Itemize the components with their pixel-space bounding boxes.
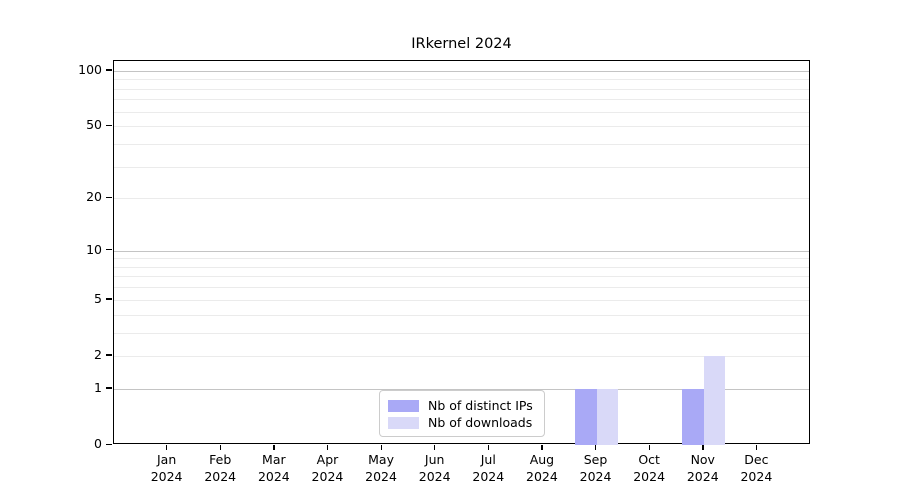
y-tick-label: 50 xyxy=(86,117,102,133)
x-tick-label: Oct 2024 xyxy=(609,452,689,485)
y-tick-label: 100 xyxy=(78,61,102,77)
gridline-minor xyxy=(114,99,809,101)
gridline-minor xyxy=(114,111,809,113)
gridline-minor xyxy=(114,143,809,145)
x-tick-year: 2024 xyxy=(257,468,290,484)
gridline-major xyxy=(114,250,809,252)
y-tick-label: 20 xyxy=(86,189,102,205)
x-tick-mark xyxy=(273,445,275,450)
bar-distinct-ips-sep xyxy=(575,388,597,445)
legend-item-downloads: Nb of downloads xyxy=(388,415,535,430)
gridline-minor xyxy=(114,79,809,81)
x-tick-month: Nov xyxy=(690,452,715,467)
gridline-minor xyxy=(114,287,809,289)
x-tick-month: Apr xyxy=(316,452,339,467)
y-tick-label: 1 xyxy=(94,379,102,395)
x-tick-label: Jan 2024 xyxy=(127,452,207,485)
y-tick-mark xyxy=(106,443,112,445)
x-tick-year: 2024 xyxy=(150,468,183,484)
y-tick-label: 10 xyxy=(86,241,102,257)
gridline-minor xyxy=(114,314,809,316)
x-tick-month: Oct xyxy=(638,452,660,467)
x-tick-mark xyxy=(702,445,704,450)
x-tick-mark xyxy=(434,445,436,450)
x-tick-year: 2024 xyxy=(740,468,773,484)
x-tick-month: Mar xyxy=(262,452,286,467)
x-tick-label: Dec 2024 xyxy=(716,452,796,485)
x-tick-year: 2024 xyxy=(526,468,558,484)
gridline-minor xyxy=(114,276,809,278)
gridline-minor xyxy=(114,166,809,168)
x-tick-label: Aug 2024 xyxy=(502,452,582,485)
x-tick-mark xyxy=(595,445,597,450)
bar-downloads-sep xyxy=(596,388,618,445)
y-tick-mark xyxy=(106,387,112,389)
y-tick-mark xyxy=(106,354,112,356)
x-tick-year: 2024 xyxy=(579,468,612,484)
y-tick-mark xyxy=(106,69,112,71)
legend: Nb of distinct IPs Nb of downloads xyxy=(379,390,545,437)
x-tick-mark xyxy=(541,445,543,450)
y-tick-label: 0 xyxy=(94,436,102,451)
gridline-minor xyxy=(114,355,809,357)
y-tick-label: 2 xyxy=(94,346,102,362)
x-tick-year: 2024 xyxy=(311,468,344,484)
legend-label-distinct-ips: Nb of distinct IPs xyxy=(428,398,533,413)
gridline-minor xyxy=(114,332,809,334)
chart-title: IRkernel 2024 xyxy=(411,36,512,52)
x-tick-month: Jul xyxy=(480,452,496,467)
x-tick-month: Jun xyxy=(424,452,445,467)
gridline-major xyxy=(114,388,809,390)
x-tick-mark xyxy=(219,445,222,450)
x-tick-month: May xyxy=(368,452,394,467)
x-tick-mark xyxy=(380,445,382,450)
x-tick-label: Feb 2024 xyxy=(180,452,260,485)
gridline-minor xyxy=(114,126,809,128)
x-tick-mark xyxy=(755,445,758,450)
x-tick-year: 2024 xyxy=(472,468,505,484)
y-tick-label: 5 xyxy=(94,290,102,306)
x-tick-month: Sep xyxy=(583,452,608,467)
gridline-minor xyxy=(114,258,809,260)
y-tick-mark xyxy=(106,196,112,198)
legend-item-distinct-ips: Nb of distinct IPs xyxy=(388,398,535,413)
y-tick-mark xyxy=(106,298,112,300)
legend-swatch-downloads-icon xyxy=(388,416,419,429)
x-tick-mark xyxy=(166,445,168,450)
gridline-minor xyxy=(114,88,809,90)
plot-area xyxy=(113,60,810,445)
x-tick-year: 2024 xyxy=(204,468,237,484)
gridline-minor xyxy=(114,198,809,200)
bar-downloads-nov xyxy=(703,355,726,445)
x-tick-month: Feb xyxy=(209,452,232,467)
x-tick-mark xyxy=(648,445,650,450)
x-tick-label: Jul 2024 xyxy=(448,452,528,485)
x-tick-label: Nov 2024 xyxy=(663,452,743,485)
x-tick-year: 2024 xyxy=(633,468,666,484)
legend-swatch-distinct-ips-icon xyxy=(388,399,419,412)
x-tick-mark xyxy=(326,445,329,450)
bar-distinct-ips-nov xyxy=(682,388,704,445)
x-tick-label: Sep 2024 xyxy=(556,452,636,485)
x-tick-month: Jan xyxy=(156,452,177,467)
x-tick-label: Jun 2024 xyxy=(395,452,475,485)
x-tick-label: May 2024 xyxy=(341,452,421,485)
x-tick-year: 2024 xyxy=(418,468,451,484)
gridline-minor xyxy=(114,266,809,268)
gridline-minor xyxy=(114,299,809,301)
x-tick-label: Apr 2024 xyxy=(287,452,367,485)
y-tick-mark xyxy=(106,249,112,251)
x-tick-label: Mar 2024 xyxy=(234,452,314,485)
x-tick-month: Dec xyxy=(744,452,769,467)
x-tick-year: 2024 xyxy=(686,468,719,484)
x-tick-year: 2024 xyxy=(365,468,397,484)
y-tick-mark xyxy=(106,124,112,126)
gridline-major xyxy=(114,70,809,72)
legend-label-downloads: Nb of downloads xyxy=(428,415,533,430)
x-tick-mark xyxy=(487,445,490,450)
x-tick-month: Aug xyxy=(529,452,555,467)
